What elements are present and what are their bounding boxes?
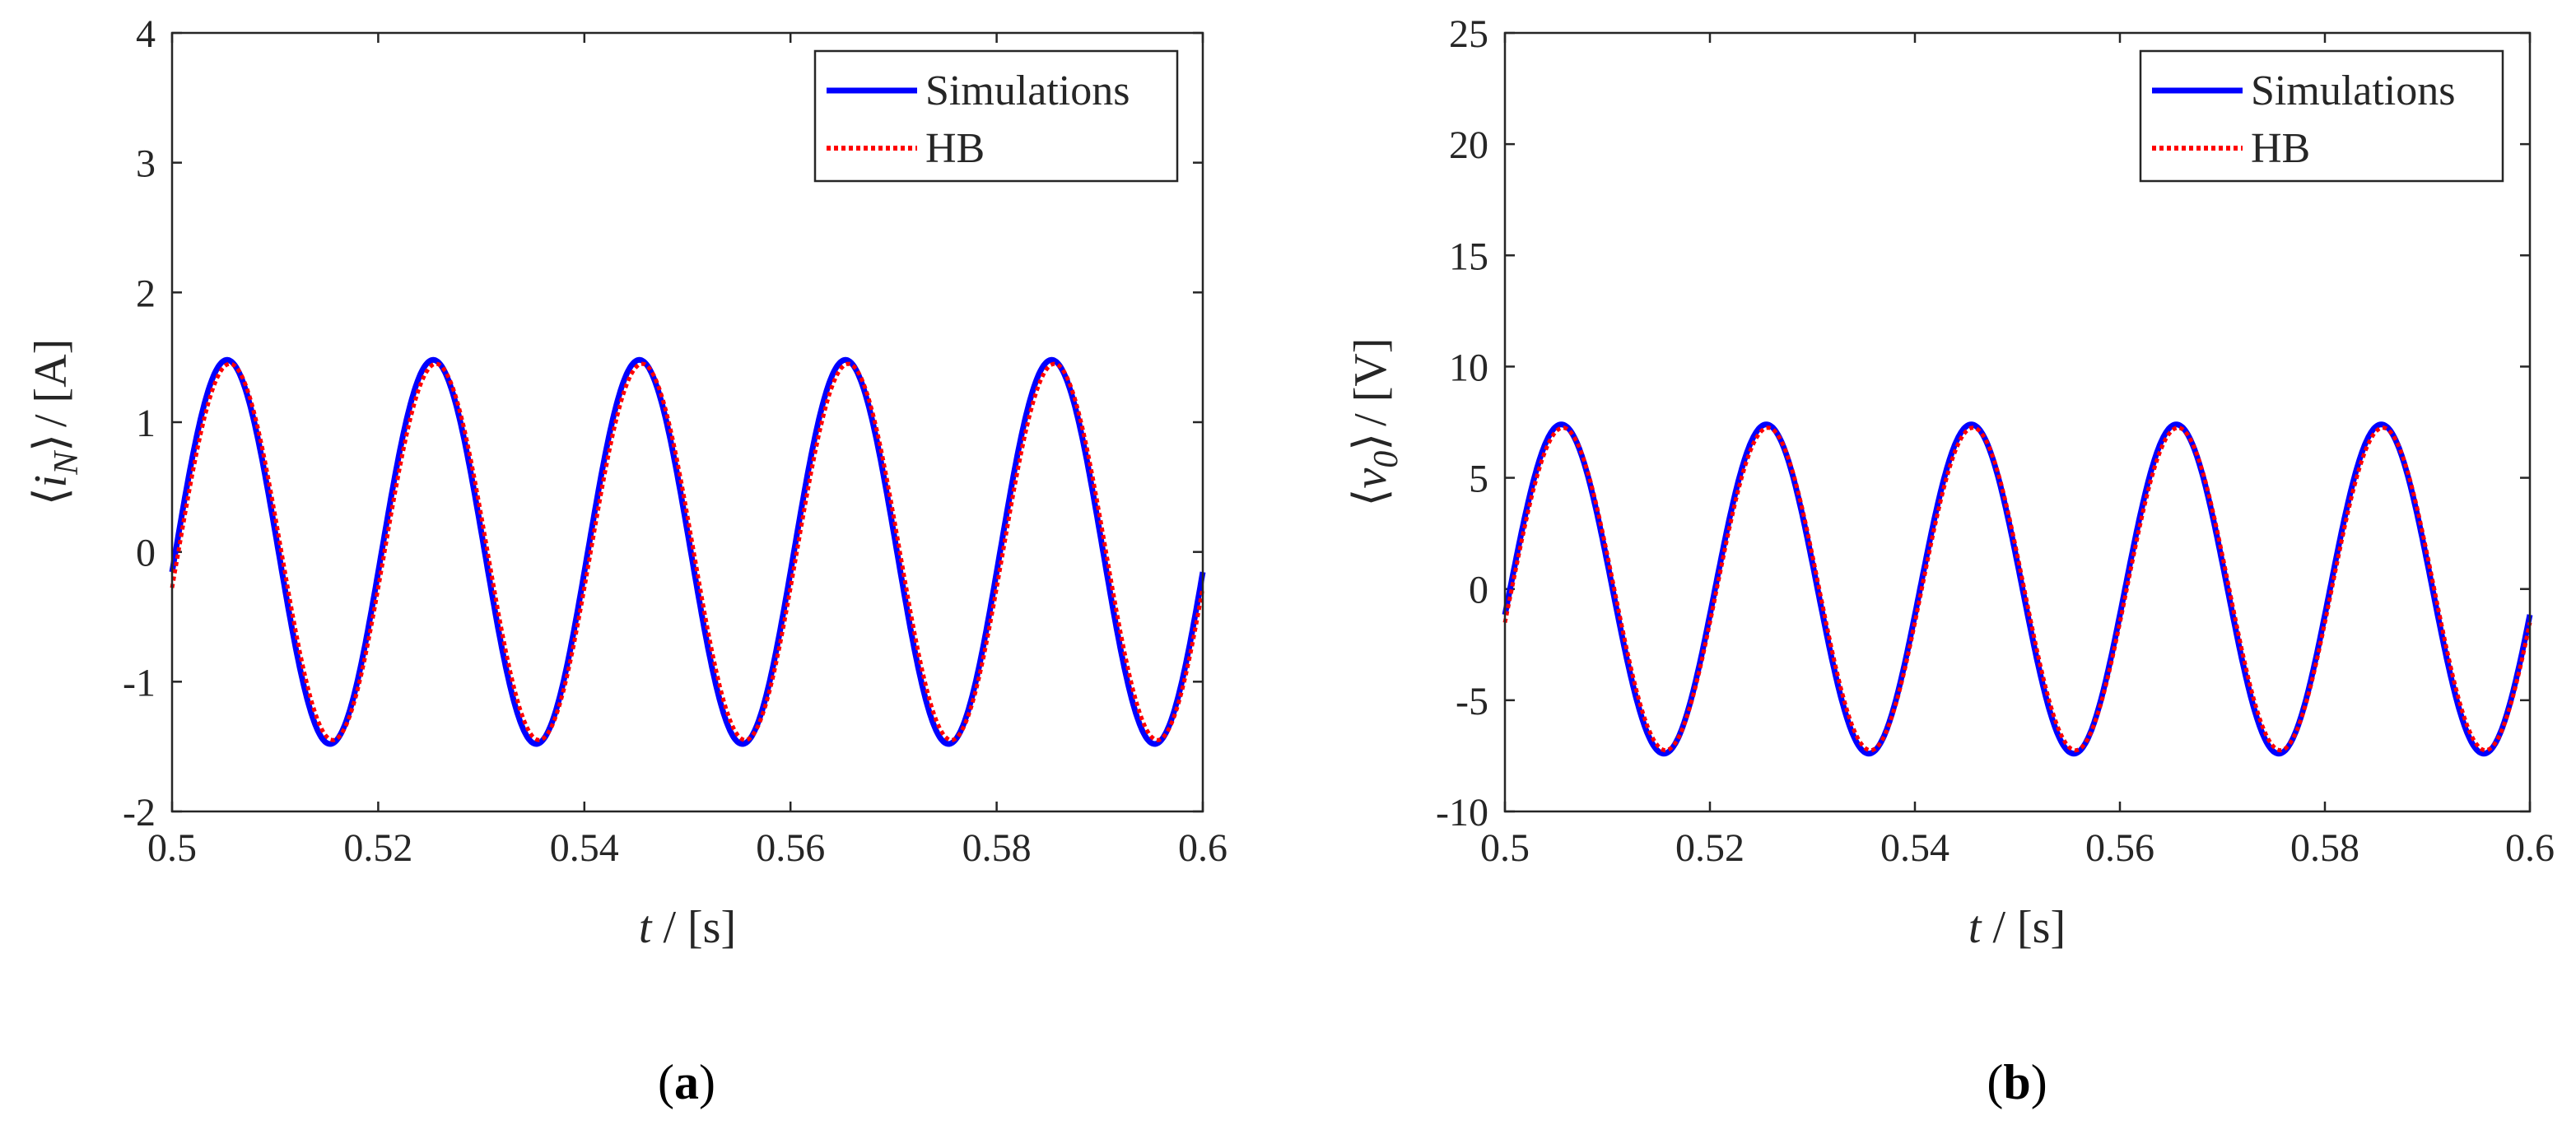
y-tick-label: -1	[123, 661, 156, 704]
legend[interactable]: Simulations HB	[813, 49, 1179, 183]
x-tick-label: 0.52	[1675, 826, 1745, 870]
x-axis-ticks: 0.5 0.52 0.54 0.56 0.58 0.6	[1480, 33, 2555, 870]
y-axis-label: ⟨iN⟩ / [A]	[26, 339, 86, 506]
legend-hb-label: HB	[925, 125, 985, 172]
y-tick-label: 1	[136, 402, 156, 445]
x-axis-label: t / [s]	[639, 902, 736, 953]
x-tick-label: 0.56	[756, 826, 825, 870]
y-tick-label: 20	[1449, 123, 1488, 167]
x-axis-ticks: 0.5 0.52 0.54 0.56 0.58 0.6	[147, 33, 1227, 870]
plot-frame	[1503, 31, 2532, 813]
y-axis-open-bracket: ⟨	[26, 487, 77, 505]
x-axis-unit: / [s]	[651, 902, 736, 953]
y-tick-label: -5	[1456, 680, 1488, 723]
y-axis-unit: / [A]	[26, 339, 77, 427]
x-axis-unit: / [s]	[1981, 902, 2066, 953]
series-simulations-line	[169, 356, 1206, 747]
y-tick-label: -10	[1436, 791, 1488, 834]
series-hb-line	[170, 361, 1205, 742]
y-axis-close-bracket: ⟩	[26, 434, 77, 452]
series-hb-line	[1502, 425, 2532, 753]
y-axis-close-bracket: ⟩	[1345, 433, 1396, 451]
panel-caption-a: (a)	[658, 1055, 715, 1109]
series-layer	[1502, 421, 2533, 757]
x-tick-label: 0.5	[1480, 826, 1530, 870]
legend-box	[813, 49, 1179, 183]
series-layer	[169, 356, 1206, 747]
legend-simulations-label: Simulations	[2251, 67, 2455, 114]
caption-open: (	[658, 1055, 674, 1109]
x-tick-label: 0.54	[1880, 826, 1949, 870]
caption-close: )	[699, 1055, 715, 1109]
legend-simulations-label: Simulations	[925, 67, 1130, 114]
x-tick-label: 0.6	[2505, 826, 2555, 870]
x-tick-label: 0.52	[343, 826, 412, 870]
y-tick-label: 3	[136, 142, 156, 186]
series-simulations-line	[1502, 421, 2533, 757]
x-tick-label: 0.58	[2290, 826, 2359, 870]
y-tick-label: 2	[136, 272, 156, 315]
chart-panel-b: 0.5 0.52 0.54 0.56 0.58 0.6 -10 -5 0 5 10 15 20 25 S…	[1345, 12, 2555, 1109]
y-tick-label: -2	[123, 791, 156, 834]
x-tick-label: 0.6	[1178, 826, 1227, 870]
caption-close: )	[2031, 1055, 2047, 1109]
caption-letter: b	[2003, 1055, 2030, 1109]
y-axis-subscript: N	[48, 450, 86, 476]
y-axis-label: ⟨v0⟩ / [V]	[1345, 338, 1405, 507]
y-tick-label: 0	[136, 532, 156, 575]
y-tick-label: 25	[1449, 12, 1488, 56]
y-axis-unit: / [V]	[1345, 338, 1396, 426]
chart-panel-a: 0.5 0.52 0.54 0.56 0.58 0.6 -2 -1 0 1 2 3 4 Simulat…	[26, 12, 1227, 1109]
y-axis-variable: i	[26, 475, 77, 488]
y-tick-label: 4	[136, 12, 156, 56]
x-tick-label: 0.56	[2085, 826, 2154, 870]
y-axis-variable: v	[1345, 468, 1396, 489]
panel-caption-b: (b)	[1987, 1055, 2047, 1109]
plot-frame	[170, 31, 1204, 813]
x-tick-label: 0.58	[962, 826, 1032, 870]
caption-open: (	[1987, 1055, 2003, 1109]
y-axis-open-bracket: ⟨	[1345, 489, 1396, 507]
legend-hb-label: HB	[2251, 125, 2310, 172]
y-tick-label: 5	[1469, 458, 1488, 501]
y-axis-subscript: 0	[1367, 451, 1405, 468]
y-tick-label: 10	[1449, 346, 1488, 389]
y-tick-label: 15	[1449, 235, 1488, 278]
caption-letter: a	[674, 1055, 699, 1109]
legend-box	[2139, 49, 2504, 183]
y-tick-label: 0	[1469, 569, 1488, 612]
x-axis-label: t / [s]	[1968, 902, 2066, 953]
x-axis-variable: t	[639, 902, 653, 953]
x-tick-label: 0.5	[147, 826, 197, 870]
x-axis-variable: t	[1968, 902, 1982, 953]
legend[interactable]: Simulations HB	[2139, 49, 2504, 183]
x-tick-label: 0.54	[550, 826, 619, 870]
